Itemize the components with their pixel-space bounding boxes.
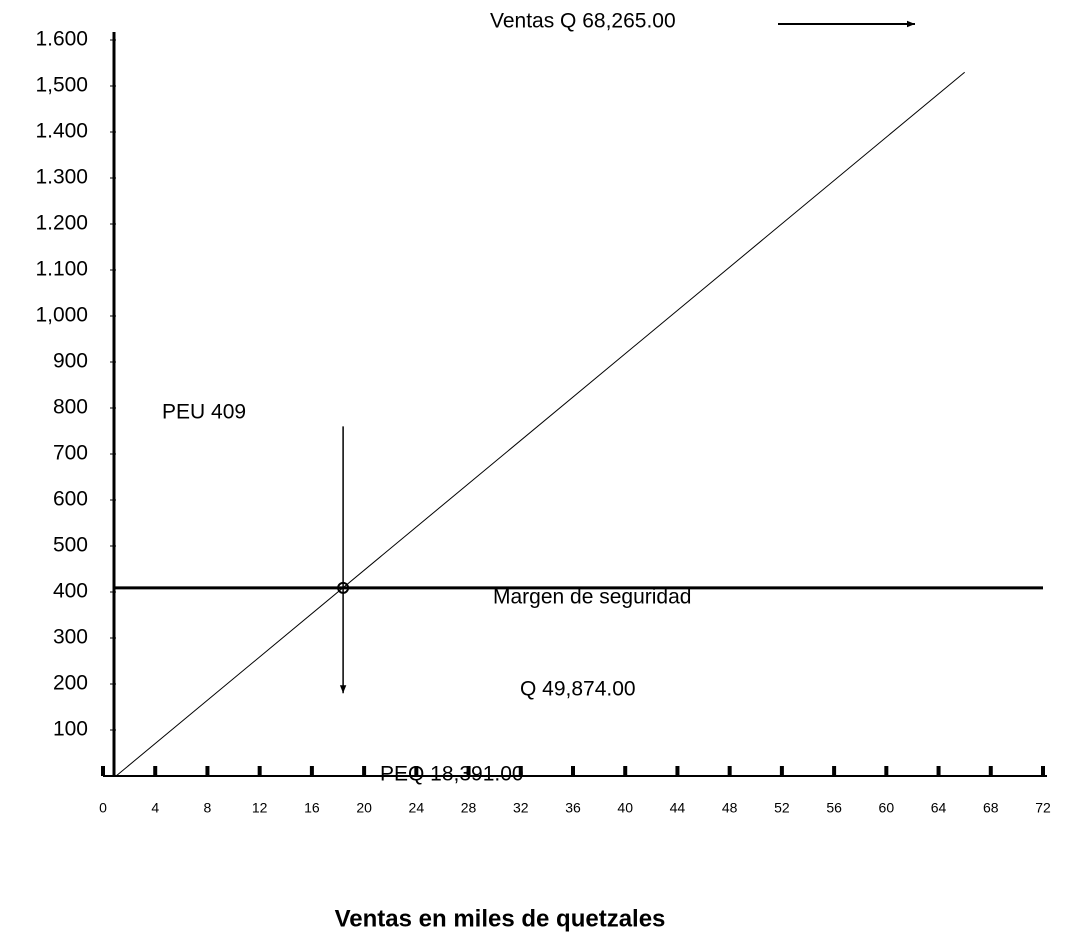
y-tick-label: 1.400 [35, 120, 88, 143]
x-tick-label: 44 [670, 800, 686, 816]
y-tick-label: 1.600 [35, 28, 88, 51]
x-axis-label: Ventas en miles de quetzales [335, 905, 666, 932]
x-tick-label: 40 [617, 800, 633, 816]
y-tick-label: 200 [53, 672, 88, 695]
annotation: PEQ 18,391.00 [380, 763, 524, 786]
x-tick-label: 36 [565, 800, 581, 816]
x-tick-label: 16 [304, 800, 320, 816]
x-tick-label: 24 [409, 800, 425, 816]
y-tick-label: 700 [53, 442, 88, 465]
y-tick-label: 600 [53, 488, 88, 511]
y-tick-label: 1.200 [35, 212, 88, 235]
x-tick-label: 64 [931, 800, 947, 816]
x-tick-label: 72 [1035, 800, 1051, 816]
x-tick-label: 4 [151, 800, 159, 816]
y-tick-label: 1.100 [35, 258, 88, 281]
x-tick-label: 0 [99, 800, 107, 816]
y-tick-label: 300 [53, 626, 88, 649]
y-tick-label: 400 [53, 580, 88, 603]
y-tick-label: 1.300 [35, 166, 88, 189]
x-tick-label: 12 [252, 800, 268, 816]
y-tick-label: 800 [53, 396, 88, 419]
y-tick-label: 500 [53, 534, 88, 557]
y-tick-label: 1,000 [35, 304, 88, 327]
x-tick-label: 28 [461, 800, 477, 816]
x-tick-label: 52 [774, 800, 790, 816]
annotation: Margen de seguridad [493, 586, 691, 609]
annotation: Ventas Q 68,265.00 [490, 10, 676, 33]
x-tick-label: 32 [513, 800, 529, 816]
annotation: Q 49,874.00 [520, 678, 636, 701]
x-tick-label: 68 [983, 800, 999, 816]
y-tick-label: 1,500 [35, 74, 88, 97]
x-tick-label: 56 [826, 800, 842, 816]
x-tick-label: 48 [722, 800, 738, 816]
x-tick-label: 60 [879, 800, 895, 816]
x-tick-label: 8 [204, 800, 212, 816]
y-tick-label: 100 [53, 718, 88, 741]
annotation: PEU 409 [162, 401, 246, 424]
breakeven-point [337, 581, 350, 594]
y-tick-label: 900 [53, 350, 88, 373]
line-series [115, 71, 965, 777]
x-tick-label: 20 [356, 800, 372, 816]
